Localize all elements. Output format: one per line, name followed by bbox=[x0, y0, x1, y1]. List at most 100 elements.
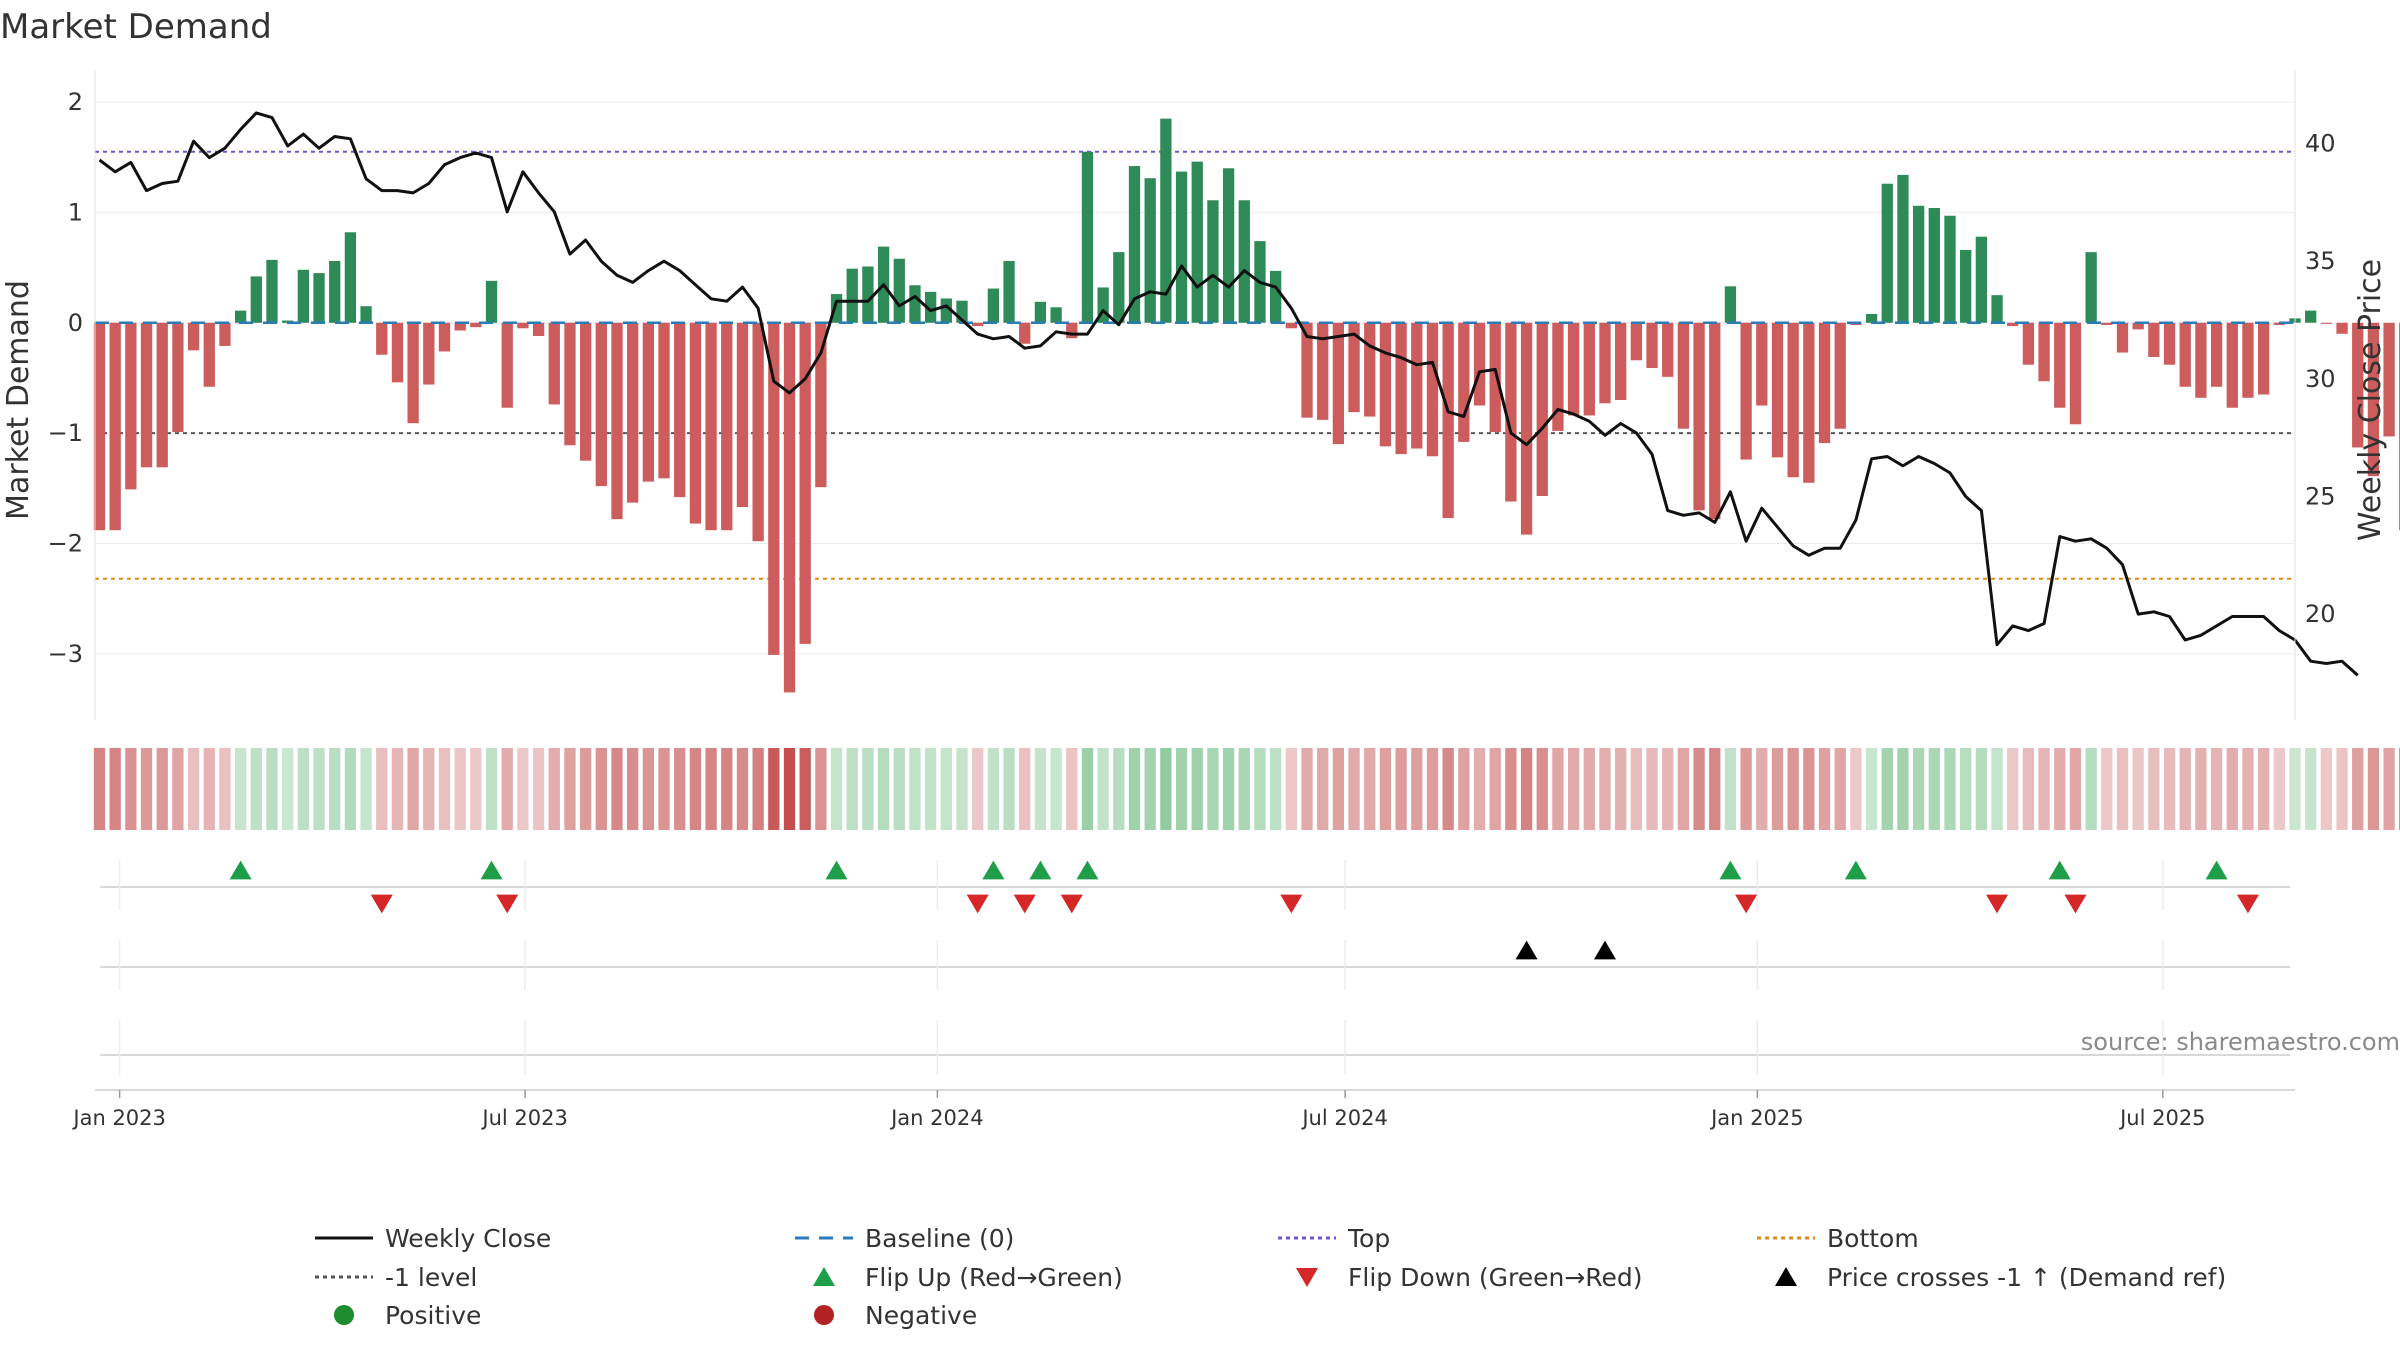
demand-bar bbox=[1160, 118, 1172, 323]
demand-bar bbox=[799, 322, 811, 644]
heat-cell bbox=[2289, 748, 2301, 830]
heat-cell bbox=[705, 748, 717, 830]
heat-cell bbox=[2069, 748, 2082, 830]
heat-cell bbox=[2054, 748, 2066, 830]
flip-up-marker bbox=[982, 860, 1005, 880]
heat-cell bbox=[219, 748, 231, 830]
heat-cell bbox=[799, 748, 811, 830]
flip-down-marker bbox=[1280, 894, 1303, 914]
heat-cell bbox=[485, 748, 498, 830]
heat-cell bbox=[1850, 748, 1862, 830]
legend-swatch bbox=[1775, 1267, 1797, 1286]
demand-bar bbox=[1552, 322, 1564, 431]
demand-bar bbox=[470, 322, 482, 328]
demand-bar bbox=[1301, 322, 1313, 418]
demand-bar bbox=[1473, 322, 1486, 406]
demand-bar bbox=[1207, 200, 1219, 323]
heat-cell bbox=[2242, 748, 2254, 830]
heat-cell bbox=[2038, 748, 2050, 830]
demand-bar bbox=[1991, 295, 2003, 323]
heat-cell bbox=[1238, 748, 1250, 830]
heat-cell bbox=[2210, 748, 2223, 830]
heat-cell bbox=[2226, 748, 2238, 830]
demand-bar bbox=[1803, 322, 1815, 483]
heat-cell bbox=[1097, 748, 1109, 830]
heat-cell bbox=[1270, 748, 1282, 830]
demand-bar bbox=[2038, 322, 2050, 382]
heat-cell bbox=[689, 748, 702, 830]
heat-cell bbox=[1567, 748, 1580, 830]
heat-cell bbox=[1709, 748, 1721, 830]
demand-bar bbox=[768, 322, 780, 655]
heat-cell bbox=[1724, 748, 1737, 830]
heat-cell bbox=[1175, 748, 1188, 830]
demand-bar bbox=[1834, 322, 1846, 429]
demand-bar bbox=[376, 322, 388, 355]
heat-cell bbox=[1834, 748, 1846, 830]
heat-cell bbox=[1803, 748, 1815, 830]
demand-bar bbox=[1677, 322, 1690, 429]
demand-bar bbox=[2383, 322, 2395, 437]
heat-cell bbox=[1003, 748, 1015, 830]
demand-bar bbox=[2367, 322, 2380, 477]
heat-cell bbox=[815, 748, 827, 830]
demand-bar bbox=[2210, 322, 2223, 387]
heat-cell bbox=[1881, 748, 1893, 830]
demand-bar bbox=[297, 269, 309, 323]
heat-cell bbox=[1144, 748, 1156, 830]
demand-bar bbox=[2101, 322, 2113, 325]
flip-up-marker bbox=[1719, 860, 1742, 880]
heat-cell bbox=[1771, 748, 1784, 830]
demand-bar bbox=[344, 232, 357, 323]
demand-bar bbox=[1442, 322, 1454, 519]
demand-bar bbox=[893, 258, 905, 323]
heat-cell bbox=[2367, 748, 2380, 830]
heat-cell bbox=[1552, 748, 1564, 830]
demand-bar bbox=[2085, 252, 2097, 323]
legend-label: Price crosses -1 ↑ (Demand ref) bbox=[1827, 1263, 2226, 1292]
legend-label: Flip Down (Green→Red) bbox=[1348, 1263, 1643, 1292]
signal-panels bbox=[100, 860, 2290, 1075]
demand-bar bbox=[203, 322, 215, 387]
demand-bar bbox=[1128, 166, 1141, 323]
heat-cell bbox=[1426, 748, 1439, 830]
heat-cell bbox=[329, 748, 341, 830]
heat-cell bbox=[1113, 748, 1125, 830]
chart-title: Market Demand bbox=[0, 7, 272, 47]
legend-item: Baseline (0) bbox=[795, 1224, 1014, 1253]
demand-bar bbox=[1912, 205, 1925, 323]
demand-bar bbox=[1567, 322, 1580, 416]
heat-cell bbox=[1615, 748, 1627, 830]
heat-cell bbox=[1630, 748, 1642, 830]
heat-cell bbox=[1818, 748, 1831, 830]
heat-cell bbox=[2163, 748, 2176, 830]
heat-cell bbox=[125, 748, 137, 830]
legend-item: Flip Down (Green→Red) bbox=[1296, 1263, 1643, 1292]
heat-cell bbox=[1912, 748, 1925, 830]
demand-bar bbox=[2320, 322, 2333, 324]
heat-cell bbox=[595, 748, 607, 830]
heat-cell bbox=[1254, 748, 1266, 830]
y2-tick-label: 20 bbox=[2305, 600, 2336, 628]
heat-cell bbox=[1207, 748, 1219, 830]
heat-cell bbox=[1348, 748, 1360, 830]
heat-cell bbox=[642, 748, 655, 830]
flip-down-marker bbox=[2064, 894, 2087, 914]
flip-down-marker bbox=[1986, 894, 2009, 914]
heat-cell bbox=[1520, 748, 1533, 830]
heat-cell bbox=[407, 748, 419, 830]
demand-bar bbox=[2163, 322, 2176, 365]
flip-up-marker bbox=[1844, 860, 1867, 880]
demand-bar bbox=[1034, 301, 1047, 323]
heat-cell bbox=[1473, 748, 1486, 830]
flip-up-marker bbox=[2048, 860, 2071, 880]
demand-bar bbox=[1756, 322, 1768, 406]
demand-bar bbox=[815, 322, 827, 488]
heat-cell bbox=[93, 748, 106, 830]
heat-cell bbox=[517, 748, 529, 830]
heat-cell bbox=[2352, 748, 2364, 830]
demand-bar bbox=[846, 268, 858, 323]
y2-tick-label: 25 bbox=[2305, 482, 2336, 510]
heat-cell bbox=[846, 748, 858, 830]
